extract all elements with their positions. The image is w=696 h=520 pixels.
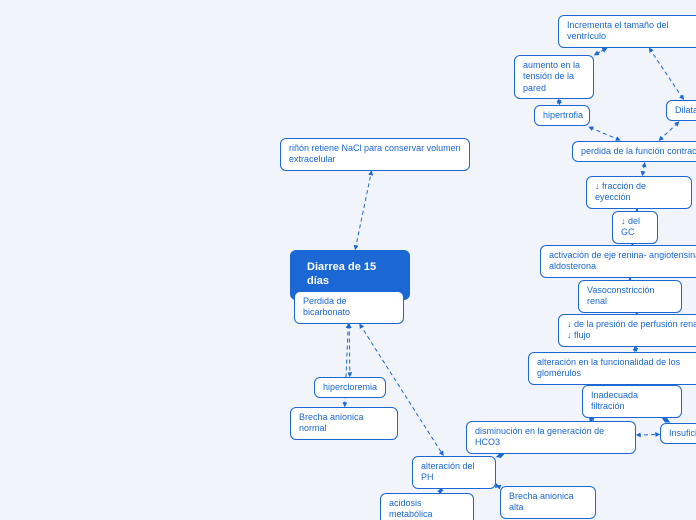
edge <box>595 49 606 55</box>
node-frac[interactable]: ↓ fracción de eyección <box>586 176 692 209</box>
node-label: hipercloremia <box>323 382 377 392</box>
node-label: acidosis metabólica <box>389 498 433 519</box>
edge <box>355 172 371 250</box>
node-aumento[interactable]: aumento en la tensión de la pared <box>514 55 594 99</box>
node-label: riñón retiene NaCl para conservar volume… <box>289 143 461 164</box>
edge <box>497 455 503 457</box>
node-insuf[interactable]: Insuficiencia <box>660 423 696 444</box>
edge <box>663 419 669 423</box>
edge <box>497 486 499 487</box>
node-eje[interactable]: activación de eje renina- angiotensina- … <box>540 245 696 278</box>
node-label: Brecha anionica alta <box>509 491 574 512</box>
node-bicarb[interactable]: Perdida de bicarbonato <box>294 291 404 324</box>
node-inadfil[interactable]: Inadecuada filtración <box>582 385 682 418</box>
mindmap-canvas: Diarrea de 15 días riñón retiene NaCl par… <box>0 0 696 520</box>
edge <box>650 49 684 100</box>
node-acid[interactable]: acidosis metabólica <box>380 493 474 520</box>
node-brechaa[interactable]: Brecha anionica alta <box>500 486 596 519</box>
node-label: alteración en la funcionalidad de los gl… <box>537 357 680 378</box>
node-dilat[interactable]: Dilatación <box>666 100 696 121</box>
node-label: activación de eje renina- angiotensina- … <box>549 250 696 271</box>
node-vasoc[interactable]: Vasoconstricción renal <box>578 280 682 313</box>
node-label: ↓ del GC <box>621 216 640 237</box>
node-label: alteración del PH <box>421 461 475 482</box>
node-presion[interactable]: ↓ de la presión de perfusión renal por ↓… <box>558 314 696 347</box>
node-label: Diarrea de 15 días <box>307 261 376 287</box>
node-label: Insuficiencia <box>669 428 696 438</box>
node-hipercl[interactable]: hipercloremia <box>314 377 386 398</box>
node-gc[interactable]: ↓ del GC <box>612 211 658 244</box>
node-label: ↓ de la presión de perfusión renal por ↓… <box>567 319 696 340</box>
node-hipert[interactable]: hipertrofia <box>534 105 590 126</box>
node-label: Vasoconstricción renal <box>587 285 654 306</box>
node-label: Brecha anionica normal <box>299 412 364 433</box>
node-label: disminución en la generación de HCO3 <box>475 426 604 447</box>
edge <box>589 127 619 140</box>
node-altph[interactable]: alteración del PH <box>412 456 496 489</box>
node-label: Perdida de bicarbonato <box>303 296 350 317</box>
node-label: perdida de la función contractil <box>581 146 696 156</box>
node-altglom[interactable]: alteración en la funcionalidad de los gl… <box>528 352 696 385</box>
node-label: Dilatación <box>675 105 696 115</box>
edge <box>590 419 593 421</box>
edge <box>642 163 644 175</box>
node-increm[interactable]: Incrementa el tamaño del ventrículo <box>558 15 696 48</box>
edge <box>595 49 606 55</box>
node-perdcon[interactable]: perdida de la función contractil <box>572 141 696 162</box>
node-label: Inadecuada filtración <box>591 390 638 411</box>
node-nacl[interactable]: riñón retiene NaCl para conservar volume… <box>280 138 470 171</box>
node-brechan[interactable]: Brecha anionica normal <box>290 407 398 440</box>
edge <box>659 122 678 140</box>
edge <box>559 100 560 104</box>
node-label: hipertrofia <box>543 110 583 120</box>
node-label: aumento en la tensión de la pared <box>523 60 580 93</box>
node-dishco3[interactable]: disminución en la generación de HCO3 <box>466 421 636 454</box>
edge <box>637 434 659 435</box>
node-label: ↓ fracción de eyección <box>595 181 646 202</box>
edge <box>635 348 636 352</box>
node-label: Incrementa el tamaño del ventrículo <box>567 20 669 41</box>
edge <box>349 325 350 377</box>
edge <box>440 490 442 493</box>
